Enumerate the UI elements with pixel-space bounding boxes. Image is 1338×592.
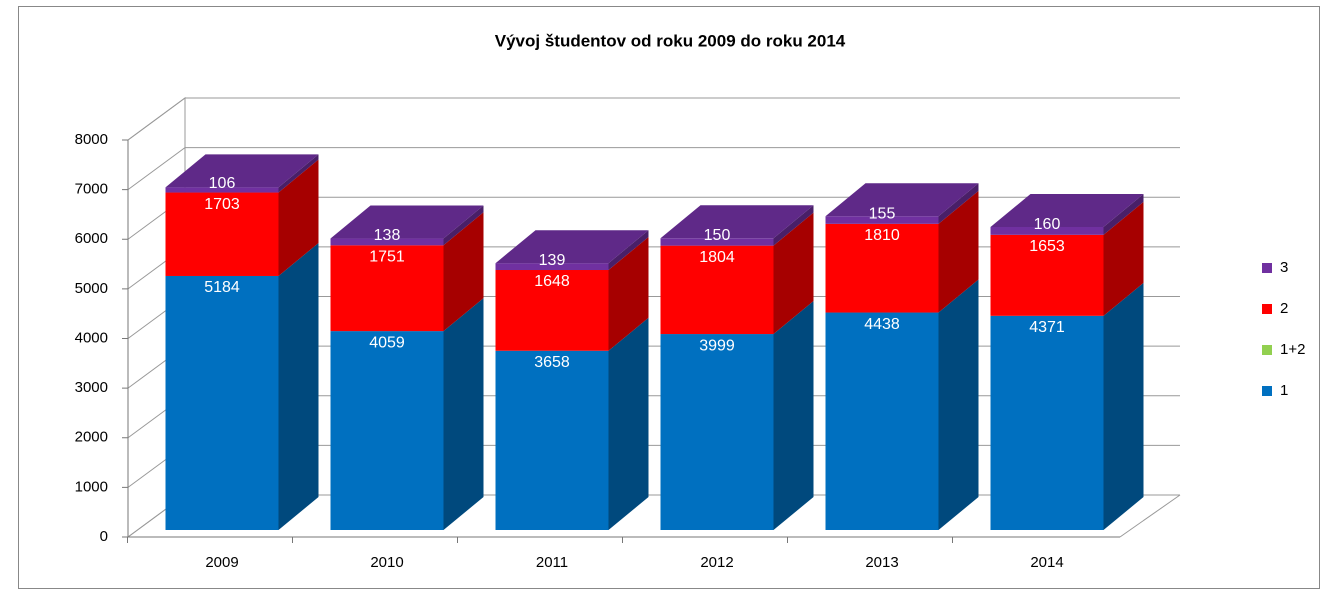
data-label: 160 [1034,216,1061,233]
y-tick-label: 0 [100,528,108,545]
bar-segment [825,223,939,313]
data-label: 5184 [204,279,240,296]
bar-top [825,183,979,217]
bar-segment [330,331,444,530]
bar-segment [825,216,939,224]
bar-side [773,212,814,335]
bar-segment [990,226,1104,235]
data-label: 1751 [369,249,405,266]
floor-edge [1119,494,1181,538]
legend-label: 1 [1280,382,1288,399]
legend-label: 1+2 [1280,341,1305,358]
data-label: 150 [704,227,731,244]
x-tick-label: 2013 [865,554,898,571]
x-tick-label: 2012 [700,554,733,571]
bar-top [660,205,814,239]
bar-side [1103,282,1144,530]
data-label: 4438 [864,316,900,333]
bar-segment [495,350,609,530]
data-label: 106 [209,175,236,192]
bar-segment [330,245,444,332]
y-tick-label: 3000 [75,379,108,396]
bar-side [443,298,484,530]
legend-swatch [1262,304,1272,314]
y-tick-label: 1000 [75,478,108,495]
data-label: 1653 [1029,238,1065,255]
data-label: 1703 [204,196,240,213]
y-tick-label: 5000 [75,280,108,297]
bar-segment [660,238,774,246]
bar-top [990,193,1144,227]
x-tick-label: 2011 [536,554,568,571]
bar-top [495,230,649,264]
data-label: 4059 [369,334,405,351]
y-tick-label: 8000 [75,131,108,148]
legend-swatch [1262,386,1272,396]
legend-swatch [1262,263,1272,273]
legend-label: 3 [1280,259,1288,276]
y-tick-label: 7000 [75,181,108,198]
bar-side [608,237,649,351]
bar-segment [990,315,1104,530]
y-tick-label: 4000 [75,329,108,346]
bar-top [330,205,484,239]
bar-side [773,205,814,246]
bar-side [443,212,484,332]
bar-segment [330,238,444,246]
y-tick-label: 6000 [75,230,108,247]
bar-side [608,230,649,271]
data-label: 1648 [534,273,570,290]
bar-segment [825,312,939,530]
legend-swatch [1262,345,1272,355]
data-label: 3658 [534,354,570,371]
bar-segment [165,275,279,530]
data-label: 1804 [699,249,735,266]
x-tick-label: 2009 [205,554,238,571]
bar-side [278,154,319,193]
bar-segment [165,192,279,276]
x-tick-label: 2014 [1030,554,1063,571]
grid-line [127,97,1180,141]
y-tick-label: 2000 [75,429,108,446]
chart-title: Vývoj študentov od roku 2009 do roku 201… [495,31,846,50]
x-tick-label: 2010 [370,554,403,571]
legend-label: 2 [1280,300,1288,317]
bar-side [278,159,319,276]
bar-segment [165,187,279,193]
bar-top [165,154,319,188]
bar-segment [495,270,609,351]
data-label: 138 [374,227,401,244]
data-label: 1810 [864,227,900,244]
bar-side [608,317,649,530]
data-label: 155 [869,205,896,222]
bar-segment [990,234,1104,316]
bar-segment [660,334,774,530]
bar-side [938,190,979,313]
grid-line [127,147,1180,191]
data-label: 4371 [1029,319,1065,336]
bar-segment [660,245,774,335]
bar-side [938,183,979,224]
bar-side [1103,193,1144,235]
bar-side [278,242,319,530]
bar-side [1103,201,1144,316]
data-label: 139 [539,252,566,269]
data-label: 3999 [699,337,735,354]
bar-side [773,301,814,530]
bar-side [443,205,484,246]
bar-side [938,279,979,530]
bar-segment [495,263,609,271]
